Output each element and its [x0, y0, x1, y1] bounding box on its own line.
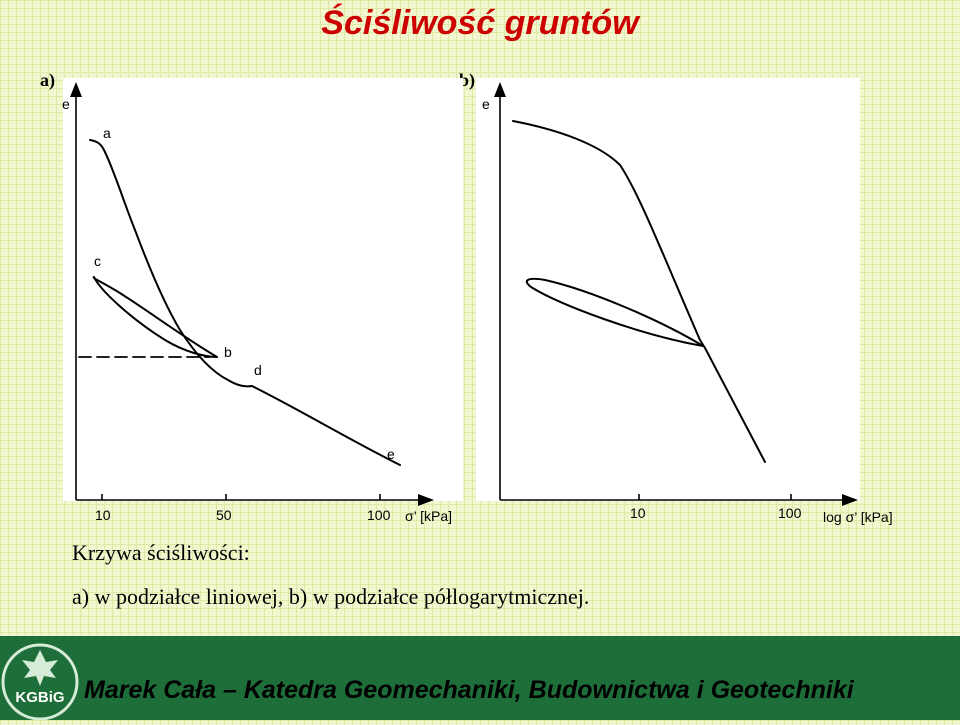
- compressibility-figure: e a b c d e 10 50 100 σ’ [kPa] e 10 100 …: [62, 78, 893, 525]
- panel-a-axes: [70, 82, 434, 506]
- panel-b-y-label: e: [482, 96, 490, 112]
- reloading-curve: [93, 276, 218, 358]
- panel-a-curves: [78, 139, 401, 466]
- kgbig-logo: KGBiG: [0, 640, 80, 721]
- log-unloading-curve: [525, 277, 704, 347]
- panel-a-tick-label-50: 50: [216, 507, 232, 523]
- log-virgin-compression-curve: [512, 120, 766, 463]
- panel-b-tick-label-100: 100: [778, 505, 802, 521]
- point-label-a: a: [103, 125, 111, 141]
- footer-author: Marek Cała – Katedra Geomechaniki, Budow…: [84, 676, 854, 704]
- panel-b-x-arrow: [842, 494, 858, 506]
- panel-a-tick-label-10: 10: [95, 507, 111, 523]
- panel-b-y-arrow: [494, 82, 506, 97]
- panel-b-tick-label-10: 10: [630, 505, 646, 521]
- panel-a-label: a): [40, 70, 55, 90]
- panel-b-x-label: log σ’ [kPa]: [823, 509, 893, 525]
- caption-line-1: Krzywa ściśliwości:: [72, 540, 250, 565]
- log-reloading-curve: [530, 286, 704, 347]
- virgin-compression-curve: [89, 139, 253, 388]
- caption-line-2: a) w podziałce liniowej, b) w podziałce …: [72, 584, 590, 609]
- recompression-curve: [251, 385, 401, 466]
- point-label-d: d: [254, 362, 262, 378]
- kgbig-logo-graphic: KGBiG: [1, 643, 79, 721]
- panel-b-background: [476, 78, 860, 501]
- panel-a-y-label: e: [62, 96, 70, 112]
- point-label-b: b: [224, 344, 232, 360]
- panel-a-tick-label-100: 100: [367, 507, 391, 523]
- panel-a-y-arrow: [70, 82, 82, 97]
- point-label-c: c: [94, 253, 101, 269]
- panel-a-background: [63, 78, 463, 501]
- panel-b-axes: [494, 82, 858, 506]
- panel-b-curves: [512, 120, 766, 463]
- slide-title: Ściśliwość gruntów: [321, 4, 639, 42]
- logo-text: KGBiG: [15, 689, 64, 706]
- footer-bar: [0, 636, 960, 720]
- eagle-icon: [22, 650, 58, 686]
- panel-a-x-label: σ’ [kPa]: [405, 508, 452, 524]
- point-label-e: e: [387, 446, 395, 462]
- panel-b-label: b): [459, 70, 476, 90]
- panel-a-x-arrow: [418, 494, 434, 506]
